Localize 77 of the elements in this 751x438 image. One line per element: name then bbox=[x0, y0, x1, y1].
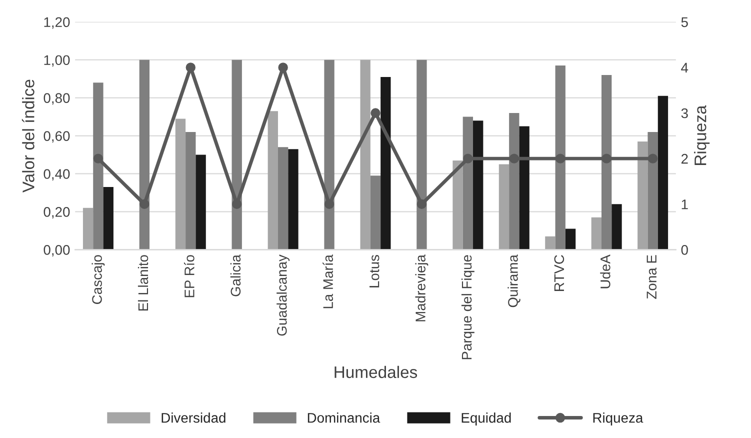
x-tick-label: Madrevieja bbox=[415, 254, 428, 322]
point bbox=[370, 108, 380, 118]
point bbox=[278, 62, 288, 72]
y-tick-label: 0,20 bbox=[44, 207, 70, 219]
point bbox=[140, 199, 150, 209]
y-tick-label: 0,80 bbox=[44, 93, 70, 105]
bar bbox=[591, 217, 602, 250]
bar bbox=[288, 149, 298, 250]
bar bbox=[380, 76, 391, 250]
bar bbox=[462, 116, 474, 250]
bar bbox=[519, 126, 530, 250]
y-tick-label: 0,40 bbox=[44, 169, 70, 181]
bar bbox=[555, 66, 566, 250]
y2-tick-label: 1 bbox=[682, 200, 688, 210]
bar bbox=[360, 60, 370, 250]
point bbox=[463, 154, 473, 164]
y2-tick-label: 3 bbox=[681, 108, 688, 118]
y2-tick-label: 5 bbox=[681, 17, 688, 28]
x-tick-label: UdeA bbox=[600, 254, 610, 288]
bar bbox=[612, 204, 622, 250]
y-tick-label: 0,00 bbox=[44, 244, 70, 256]
point bbox=[186, 62, 196, 72]
bar bbox=[601, 75, 612, 250]
x-tick-label: RTVC bbox=[554, 255, 564, 291]
bar bbox=[509, 113, 520, 250]
x-tick-label: La María bbox=[322, 254, 334, 308]
y2-tick-label: 4 bbox=[681, 62, 688, 72]
bar bbox=[565, 228, 576, 250]
x-tick-label: Lotus bbox=[370, 255, 380, 288]
x-tick-label: EP Río bbox=[184, 255, 194, 298]
bar bbox=[93, 82, 104, 250]
x-tick-label: Galicia bbox=[230, 254, 241, 296]
legend-label: Diversidad bbox=[162, 412, 226, 423]
bar bbox=[103, 187, 114, 250]
bar bbox=[324, 60, 334, 250]
bar bbox=[648, 132, 658, 250]
point bbox=[232, 199, 242, 209]
bar bbox=[278, 147, 288, 250]
bar bbox=[370, 176, 381, 250]
point bbox=[509, 154, 520, 164]
bar bbox=[545, 236, 556, 250]
y2-tick-label: 0 bbox=[681, 244, 688, 255]
x-tick-label: Zona E bbox=[646, 255, 657, 299]
y-tick-label: 1,00 bbox=[44, 55, 70, 67]
bar bbox=[196, 154, 206, 250]
x-tick-label: El Llanito bbox=[138, 255, 148, 311]
bar bbox=[658, 96, 668, 250]
x-tick-label: Guadalcanay bbox=[276, 254, 290, 336]
bar bbox=[416, 60, 427, 250]
point bbox=[602, 154, 612, 164]
y2-axis-title: Riqueza bbox=[694, 105, 710, 165]
bar bbox=[498, 164, 510, 250]
y-tick-label: 0,60 bbox=[44, 131, 70, 143]
point bbox=[416, 199, 427, 209]
bar bbox=[452, 160, 463, 250]
y-tick-label: 1,20 bbox=[44, 17, 70, 29]
point bbox=[93, 154, 104, 164]
point bbox=[648, 154, 658, 164]
legend-label: Dominancia bbox=[308, 412, 380, 423]
point bbox=[556, 154, 566, 164]
bar bbox=[473, 120, 484, 250]
bar bbox=[175, 118, 186, 250]
bar bbox=[186, 132, 196, 250]
bar bbox=[82, 208, 94, 250]
bar bbox=[139, 60, 150, 250]
legend-label: Riqueza bbox=[593, 412, 644, 426]
bar bbox=[232, 60, 242, 250]
x-tick-label: Cascajo bbox=[92, 255, 105, 304]
bar bbox=[638, 141, 648, 250]
y-axis-title: Valor del índice bbox=[22, 80, 34, 193]
y2-tick-label: 2 bbox=[681, 154, 688, 164]
bar bbox=[268, 111, 278, 250]
legend-label: Equidad bbox=[462, 412, 511, 426]
x-tick-label: Parque del Fique bbox=[461, 255, 474, 360]
x-tick-label: Quirama bbox=[508, 254, 520, 308]
point bbox=[324, 199, 334, 209]
x-axis-title: Humedales bbox=[334, 366, 418, 378]
